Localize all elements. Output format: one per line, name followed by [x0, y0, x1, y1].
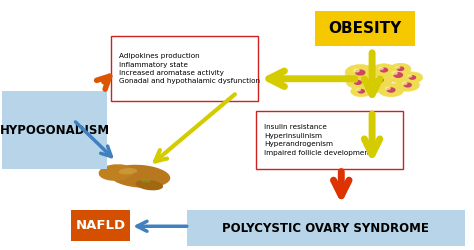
Circle shape [378, 83, 404, 97]
Circle shape [356, 70, 365, 75]
Circle shape [374, 77, 378, 80]
Circle shape [375, 78, 383, 82]
Circle shape [355, 81, 361, 84]
Circle shape [390, 63, 411, 74]
FancyBboxPatch shape [71, 210, 130, 241]
Circle shape [353, 80, 357, 82]
FancyBboxPatch shape [111, 36, 258, 101]
Circle shape [384, 68, 412, 82]
Circle shape [365, 85, 369, 87]
Circle shape [396, 66, 400, 68]
Ellipse shape [109, 165, 170, 188]
Circle shape [392, 72, 397, 74]
Text: NAFLD: NAFLD [76, 219, 126, 232]
Circle shape [402, 72, 423, 83]
Circle shape [354, 69, 359, 72]
Text: HYPOGONADISM: HYPOGONADISM [0, 124, 109, 136]
Text: Insulin resistance
Hyperinsulinism
Hyperandrogenism
Impaired follicle developmen: Insulin resistance Hyperinsulinism Hyper… [264, 124, 372, 156]
Circle shape [357, 81, 382, 94]
Circle shape [366, 73, 392, 87]
Text: Adipokines production
Inflammatory state
Increased aromatase activity
Gonadal an: Adipokines production Inflammatory state… [119, 53, 260, 84]
Text: OBESITY: OBESITY [328, 21, 401, 36]
Circle shape [402, 82, 407, 84]
Circle shape [357, 89, 360, 91]
Circle shape [379, 67, 383, 70]
Ellipse shape [99, 164, 134, 181]
Ellipse shape [136, 180, 163, 190]
Circle shape [366, 86, 374, 89]
Circle shape [351, 86, 372, 97]
Circle shape [396, 79, 419, 91]
Circle shape [387, 88, 395, 92]
Circle shape [380, 68, 387, 72]
Circle shape [397, 67, 404, 70]
Text: POLYCYSTIC OVARY SYNDROME: POLYCYSTIC OVARY SYNDROME [222, 222, 429, 234]
Ellipse shape [118, 168, 137, 174]
Circle shape [372, 64, 396, 76]
FancyBboxPatch shape [187, 210, 465, 246]
Circle shape [408, 75, 411, 77]
Circle shape [404, 83, 411, 87]
Ellipse shape [141, 178, 151, 182]
Circle shape [409, 76, 416, 79]
Circle shape [394, 73, 402, 77]
FancyBboxPatch shape [2, 91, 107, 169]
Circle shape [385, 87, 390, 90]
FancyBboxPatch shape [315, 11, 415, 46]
FancyBboxPatch shape [256, 111, 403, 169]
Circle shape [345, 64, 375, 80]
Circle shape [346, 76, 369, 88]
Circle shape [358, 90, 365, 93]
